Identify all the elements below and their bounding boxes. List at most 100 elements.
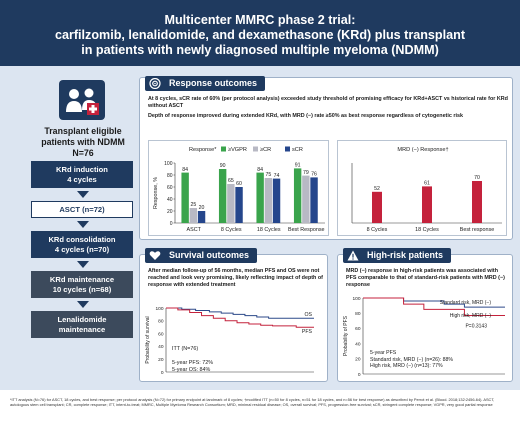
y-tick-label: 0: [161, 370, 164, 376]
high-risk-summary-high: High risk, MRD (−) (n=13): 77%: [370, 363, 443, 370]
bar: [256, 172, 264, 223]
legend-label-2: sCR: [292, 147, 303, 153]
response-outcomes-header: Response outcomes: [145, 76, 266, 91]
high-risk-summary-standard: Standard risk, MRD (−) (n=26): 88%: [370, 356, 454, 363]
bar-value-label: 20: [199, 205, 205, 211]
response-bar-chart: Response* ≥VGPR ≥CR sCR 0 20 40 60 80 100 Response…: [153, 146, 325, 233]
bar-value-label: 84: [257, 167, 263, 173]
y-tick-label: 60: [167, 185, 173, 191]
bar: [372, 191, 382, 223]
mrd-bar-chart: MRD (−) Response† 52 8 Cycles 61 18 Cycles 70…: [351, 147, 502, 233]
os-5yr-label: 5-year OS: 84%: [172, 367, 211, 373]
bar: [472, 181, 482, 223]
y-tick-label: 80: [355, 311, 361, 317]
legend-swatch: [221, 146, 226, 152]
survival-curve-pfs: [166, 307, 314, 328]
pfs-curve-high-risk: [363, 297, 505, 316]
step-krd-maintenance: KRd maintenance 10 cycles (n=68): [31, 271, 133, 298]
response-text-2: Depth of response improved during extend…: [148, 113, 463, 119]
bar-value-label: 70: [474, 175, 480, 181]
bar: [197, 211, 206, 223]
high-risk-summary-title: 5-year PFS: [370, 350, 397, 356]
bar: [264, 178, 273, 223]
bar: [302, 175, 310, 223]
step-asct-label: ASCT (n=72): [59, 204, 105, 214]
y-tick-label: 40: [158, 344, 164, 350]
high-risk-summary: 5-year PFS Standard risk, MRD (−) (n=26)…: [370, 350, 453, 370]
bar-value-label: 52: [374, 186, 380, 192]
bar-value-label: 91: [295, 163, 301, 169]
bar: [293, 168, 302, 223]
legend-label-0: ≥VGPR: [228, 147, 247, 153]
high-risk-text: MRD (−) response in high-risk patients w…: [346, 268, 505, 288]
title-line-1: Multicenter MMRC phase 2 trial:: [164, 13, 356, 27]
high-risk-pfs-chart: 0 20 40 60 80 100 Probability of PFS Standard r…: [343, 296, 505, 378]
cohort-line-1: Transplant eligible: [44, 126, 122, 136]
bar: [310, 177, 318, 223]
header-banner: Multicenter MMRC phase 2 trial: carfilzo…: [0, 0, 520, 66]
step-consolidation-line-1: KRd consolidation: [48, 234, 116, 244]
bar: [422, 186, 432, 223]
x-tick-label: 18 Cycles: [415, 227, 439, 233]
flow-arrow: [77, 301, 89, 308]
bar-value-label: 74: [274, 173, 280, 179]
itt-label: ITT (N=76): [172, 346, 199, 352]
bar-value-label: 61: [424, 181, 430, 187]
step-asct: ASCT (n=72): [31, 201, 133, 218]
x-tick-label: Best Response: [288, 227, 325, 233]
legend-swatch: [285, 146, 290, 152]
y-tick-label: 60: [355, 326, 361, 332]
x-tick-label: 8 Cycles: [367, 227, 388, 233]
response-chart-frame: Response* ≥VGPR ≥CR sCR 0 20 40 60 80 100 Response…: [148, 140, 329, 236]
flow-arrow: [77, 191, 89, 198]
legend-label-1: ≥CR: [260, 147, 271, 153]
patient-group-icon: [59, 80, 105, 120]
curve-label-standard-risk: Standard risk, MRD (−): [440, 300, 492, 306]
x-tick-label: ASCT: [187, 227, 202, 233]
bar: [235, 187, 243, 223]
step-krd-consolidation: KRd consolidation 4 cycles (n=70): [31, 231, 133, 258]
y-axis-label: Response, %: [153, 177, 159, 209]
flow-arrow: [77, 261, 89, 268]
step-lenalidomide-line-2: maintenance: [58, 324, 106, 334]
bar-value-label: 76: [311, 172, 317, 178]
target-icon: [149, 78, 161, 89]
y-tick-label: 20: [355, 357, 361, 363]
high-risk-title: High-risk patients: [367, 250, 444, 260]
y-tick-label: 80: [167, 173, 173, 179]
y-tick-label: 20: [158, 357, 164, 363]
warning-icon: [347, 250, 359, 261]
bar: [272, 178, 281, 223]
cohort-count: N=76: [72, 147, 94, 158]
bar: [189, 208, 198, 223]
y-tick-label: 100: [164, 161, 173, 167]
footnote: *ITT analysis (N=76) for ASCT, 18 cycles…: [10, 397, 495, 408]
response-chart-title: Response*: [189, 147, 217, 153]
pfs-5yr-label: 5-year PFS: 72%: [172, 360, 214, 366]
step-consolidation-line-2: 4 cycles (n=70): [54, 244, 110, 254]
bar-value-label: 60: [236, 181, 242, 187]
bar: [181, 172, 189, 223]
bar-value-label: 75: [265, 172, 271, 178]
y-tick-label: 0: [358, 372, 361, 378]
bar: [227, 184, 235, 223]
high-risk-header: High-risk patients: [343, 248, 452, 263]
y-tick-label: 100: [155, 306, 163, 312]
step-maintenance-line-1: KRd maintenance: [49, 274, 115, 284]
title-line-3: in patients with newly diagnosed multipl…: [81, 43, 439, 57]
step-krd-induction: KRd induction 4 cycles: [31, 161, 133, 188]
x-tick-label: Best response: [460, 227, 494, 233]
x-tick-label: 8 Cycles: [221, 227, 242, 233]
cohort-line-2: patients with NDMM: [41, 136, 125, 147]
step-induction-line-1: KRd induction: [56, 164, 108, 174]
title-line-2: carfilzomib, lenalidomide, and dexametha…: [54, 28, 466, 42]
response-outcomes-title: Response outcomes: [169, 78, 258, 88]
bar-value-label: 25: [190, 202, 196, 208]
y-tick-label: 100: [352, 296, 360, 302]
flow-arrow: [77, 221, 89, 228]
bar-value-label: 79: [303, 170, 309, 176]
step-lenalidomide-line-1: Lenalidomide: [57, 314, 107, 324]
survival-curve-os: [166, 307, 314, 319]
legend-swatch: [253, 146, 258, 152]
y-axis-label: Probability of PFS: [343, 315, 349, 356]
